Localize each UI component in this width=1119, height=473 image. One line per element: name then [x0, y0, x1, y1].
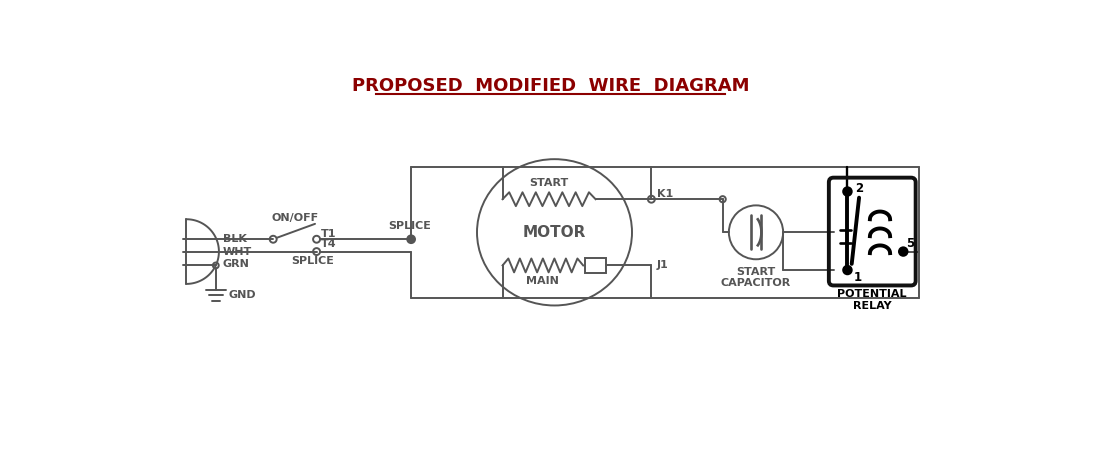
- Circle shape: [844, 266, 852, 274]
- Text: ON/OFF: ON/OFF: [271, 213, 319, 223]
- Text: SPLICE: SPLICE: [388, 221, 431, 231]
- Text: 1: 1: [854, 271, 862, 284]
- Text: POTENTIAL: POTENTIAL: [837, 289, 908, 298]
- Text: K1: K1: [657, 189, 673, 199]
- Text: SPLICE: SPLICE: [291, 256, 335, 266]
- Text: MOTOR: MOTOR: [523, 225, 586, 240]
- Text: CAPACITOR: CAPACITOR: [721, 278, 791, 288]
- Text: 2: 2: [855, 182, 864, 195]
- Circle shape: [899, 247, 908, 256]
- Text: GND: GND: [228, 290, 256, 300]
- Text: 5: 5: [906, 237, 914, 250]
- Text: PROPOSED  MODIFIED  WIRE  DIAGRAM: PROPOSED MODIFIED WIRE DIAGRAM: [351, 77, 750, 95]
- Text: J1: J1: [657, 261, 668, 271]
- Circle shape: [407, 236, 415, 243]
- Text: START: START: [736, 267, 775, 277]
- Bar: [585, 258, 606, 273]
- Circle shape: [844, 187, 852, 196]
- Text: T4: T4: [321, 239, 337, 249]
- Text: MAIN: MAIN: [526, 276, 560, 286]
- Text: GRN: GRN: [223, 259, 250, 269]
- Text: WHT: WHT: [223, 246, 252, 256]
- Text: RELAY: RELAY: [853, 301, 892, 311]
- Text: BLK: BLK: [223, 234, 246, 244]
- Text: START: START: [529, 178, 568, 188]
- Text: T1: T1: [321, 229, 337, 239]
